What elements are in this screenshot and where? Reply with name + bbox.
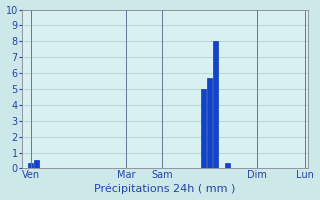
Bar xyxy=(201,89,206,168)
Bar xyxy=(34,160,39,168)
Bar xyxy=(225,163,230,168)
Bar xyxy=(207,78,212,168)
X-axis label: Précipitations 24h ( mm ): Précipitations 24h ( mm ) xyxy=(94,184,236,194)
Bar xyxy=(213,41,218,168)
Bar xyxy=(28,163,34,168)
